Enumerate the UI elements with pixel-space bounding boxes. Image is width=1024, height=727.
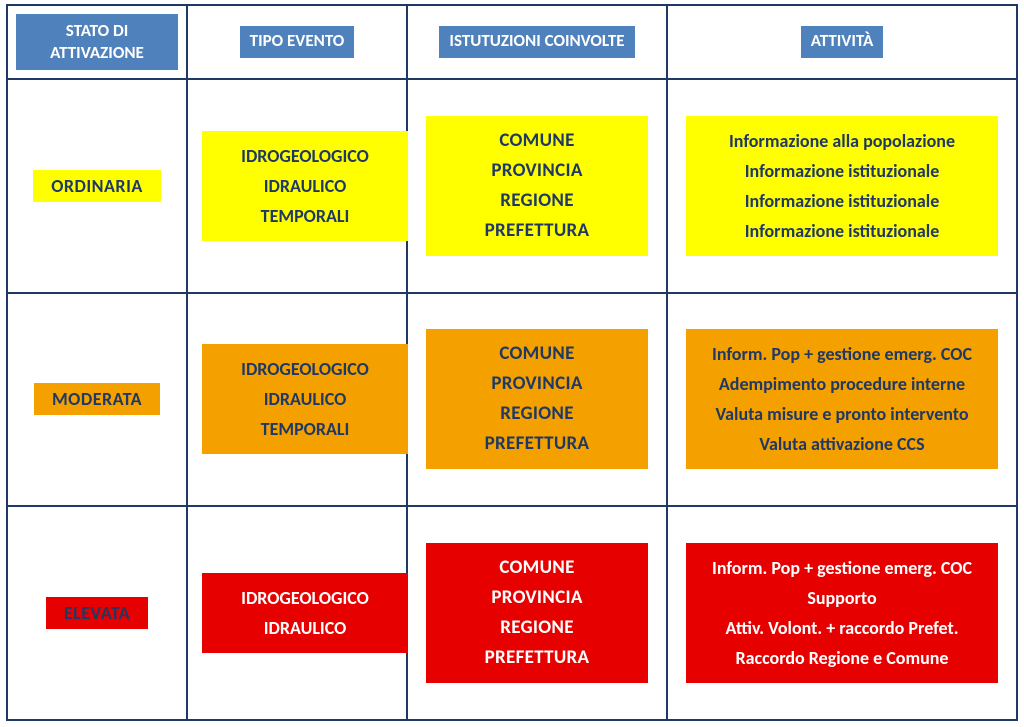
inst-line: PROVINCIA <box>444 583 630 613</box>
table-row: ELEVATA IDROGEOLOGICO IDRAULICO COMUNE P… <box>7 506 1017 720</box>
state-cell-ordinaria: ORDINARIA <box>7 79 187 293</box>
state-badge-moderata: MODERATA <box>34 383 160 415</box>
header-event-cell: TIPO EVENTO <box>187 5 407 79</box>
act-line: Valuta attivazione CCS <box>704 429 980 459</box>
act-line: Inform. Pop + gestione emerg. COC <box>704 339 980 369</box>
table-row: MODERATA IDROGEOLOGICO IDRAULICO TEMPORA… <box>7 293 1017 507</box>
event-badge-ordinaria: IDROGEOLOGICO IDRAULICO TEMPORALI <box>202 131 408 241</box>
inst-badge-elevata: COMUNE PROVINCIA REGIONE PREFETTURA <box>426 543 648 683</box>
inst-cell-moderata: COMUNE PROVINCIA REGIONE PREFETTURA <box>407 293 667 507</box>
header-state-line1: STATO DI <box>22 20 172 42</box>
inst-line: PREFETTURA <box>444 429 630 459</box>
state-cell-moderata: MODERATA <box>7 293 187 507</box>
inst-line: REGIONE <box>444 613 630 643</box>
act-line: Attiv. Volont. + raccordo Prefet. <box>704 613 980 643</box>
header-state-badge: STATO DI ATTIVAZIONE <box>16 14 178 70</box>
act-cell-ordinaria: Informazione alla popolazione Informazio… <box>667 79 1017 293</box>
act-cell-moderata: Inform. Pop + gestione emerg. COC Adempi… <box>667 293 1017 507</box>
inst-line: PREFETTURA <box>444 216 630 246</box>
inst-line: PROVINCIA <box>444 369 630 399</box>
event-line: IDROGEOLOGICO <box>220 141 390 171</box>
event-cell-elevata: IDROGEOLOGICO IDRAULICO <box>187 506 407 720</box>
act-line: Supporto <box>704 583 980 613</box>
header-state-cell: STATO DI ATTIVAZIONE <box>7 5 187 79</box>
event-badge-moderata: IDROGEOLOGICO IDRAULICO TEMPORALI <box>202 344 408 454</box>
act-line: Informazione alla popolazione <box>704 126 980 156</box>
act-line: Adempimento procedure interne <box>704 369 980 399</box>
inst-badge-moderata: COMUNE PROVINCIA REGIONE PREFETTURA <box>426 329 648 469</box>
header-activity-badge: ATTIVITÀ <box>801 26 884 58</box>
event-line: IDROGEOLOGICO <box>220 354 390 384</box>
header-institutions-badge: ISTUTUZIONI COINVOLTE <box>439 26 634 58</box>
act-badge-ordinaria: Informazione alla popolazione Informazio… <box>686 116 998 256</box>
inst-line: PREFETTURA <box>444 643 630 673</box>
state-cell-elevata: ELEVATA <box>7 506 187 720</box>
inst-line: COMUNE <box>444 553 630 583</box>
event-line: IDRAULICO <box>220 613 390 643</box>
inst-line: COMUNE <box>444 126 630 156</box>
state-badge-ordinaria: ORDINARIA <box>33 170 161 202</box>
event-cell-ordinaria: IDROGEOLOGICO IDRAULICO TEMPORALI <box>187 79 407 293</box>
act-badge-moderata: Inform. Pop + gestione emerg. COC Adempi… <box>686 329 998 469</box>
inst-cell-ordinaria: COMUNE PROVINCIA REGIONE PREFETTURA <box>407 79 667 293</box>
event-line: IDRAULICO <box>220 384 390 414</box>
act-badge-elevata: Inform. Pop + gestione emerg. COC Suppor… <box>686 543 998 683</box>
event-badge-elevata: IDROGEOLOGICO IDRAULICO <box>202 573 408 653</box>
header-event-badge: TIPO EVENTO <box>240 26 355 58</box>
act-line: Informazione istituzionale <box>704 186 980 216</box>
event-line: TEMPORALI <box>220 201 390 231</box>
act-line: Informazione istituzionale <box>704 156 980 186</box>
inst-line: REGIONE <box>444 399 630 429</box>
act-line: Raccordo Regione e Comune <box>704 643 980 673</box>
inst-line: REGIONE <box>444 186 630 216</box>
table-body: ORDINARIA IDROGEOLOGICO IDRAULICO TEMPOR… <box>7 79 1017 720</box>
inst-badge-ordinaria: COMUNE PROVINCIA REGIONE PREFETTURA <box>426 116 648 256</box>
act-line: Valuta misure e pronto intervento <box>704 399 980 429</box>
act-line: Inform. Pop + gestione emerg. COC <box>704 553 980 583</box>
inst-line: COMUNE <box>444 339 630 369</box>
event-line: IDROGEOLOGICO <box>220 583 390 613</box>
page: STATO DI ATTIVAZIONE TIPO EVENTO ISTUTUZ… <box>0 0 1024 727</box>
header-institutions-cell: ISTUTUZIONI COINVOLTE <box>407 5 667 79</box>
state-badge-elevata: ELEVATA <box>46 597 148 629</box>
act-cell-elevata: Inform. Pop + gestione emerg. COC Suppor… <box>667 506 1017 720</box>
header-row: STATO DI ATTIVAZIONE TIPO EVENTO ISTUTUZ… <box>7 5 1017 79</box>
activation-matrix-table: STATO DI ATTIVAZIONE TIPO EVENTO ISTUTUZ… <box>6 4 1018 721</box>
inst-cell-elevata: COMUNE PROVINCIA REGIONE PREFETTURA <box>407 506 667 720</box>
event-line: TEMPORALI <box>220 414 390 444</box>
event-line: IDRAULICO <box>220 171 390 201</box>
inst-line: PROVINCIA <box>444 156 630 186</box>
act-line: Informazione istituzionale <box>704 216 980 246</box>
table-row: ORDINARIA IDROGEOLOGICO IDRAULICO TEMPOR… <box>7 79 1017 293</box>
header-state-line2: ATTIVAZIONE <box>22 42 172 64</box>
event-cell-moderata: IDROGEOLOGICO IDRAULICO TEMPORALI <box>187 293 407 507</box>
header-activity-cell: ATTIVITÀ <box>667 5 1017 79</box>
